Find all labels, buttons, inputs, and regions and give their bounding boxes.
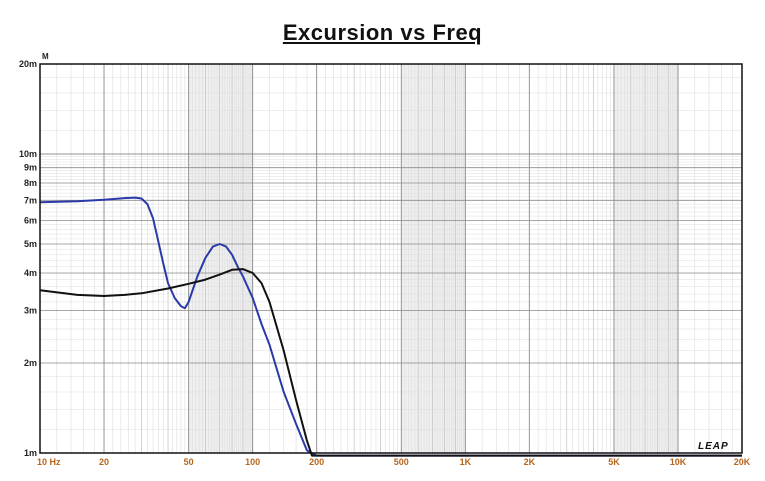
y-axis-label: M: [42, 52, 49, 61]
x-tick-label: 5K: [608, 457, 620, 467]
x-tick-label: 10K: [670, 457, 687, 467]
y-tick-label: 3m: [24, 305, 37, 315]
y-tick-label: 7m: [24, 195, 37, 205]
x-tick-label: 10 Hz: [37, 457, 61, 467]
y-tick-label: 8m: [24, 178, 37, 188]
x-tick-label: 1K: [460, 457, 472, 467]
y-tick-label: 10m: [19, 149, 37, 159]
y-tick-label: 2m: [24, 358, 37, 368]
x-tick-label: 20K: [734, 457, 751, 467]
x-tick-label: 100: [245, 457, 260, 467]
y-tick-label: 1m: [24, 448, 37, 458]
x-tick-label: 200: [309, 457, 324, 467]
leap-watermark: LEAP: [698, 441, 729, 452]
y-tick-label: 9m: [24, 163, 37, 173]
x-tick-label: 50: [184, 457, 194, 467]
series-line-2: [39, 268, 742, 457]
y-tick-label: 6m: [24, 215, 37, 225]
y-tick-label: 4m: [24, 268, 37, 278]
chart-title: Excursion vs Freq: [282, 20, 483, 45]
x-tick-label: 20: [99, 457, 109, 467]
plot-frame: [39, 63, 743, 454]
x-tick-label: 2K: [524, 457, 536, 467]
y-tick-label: 5m: [24, 239, 37, 249]
x-tick-label: 500: [394, 457, 409, 467]
series-line-1: [39, 196, 742, 457]
y-tick-label: 20m: [19, 59, 37, 69]
